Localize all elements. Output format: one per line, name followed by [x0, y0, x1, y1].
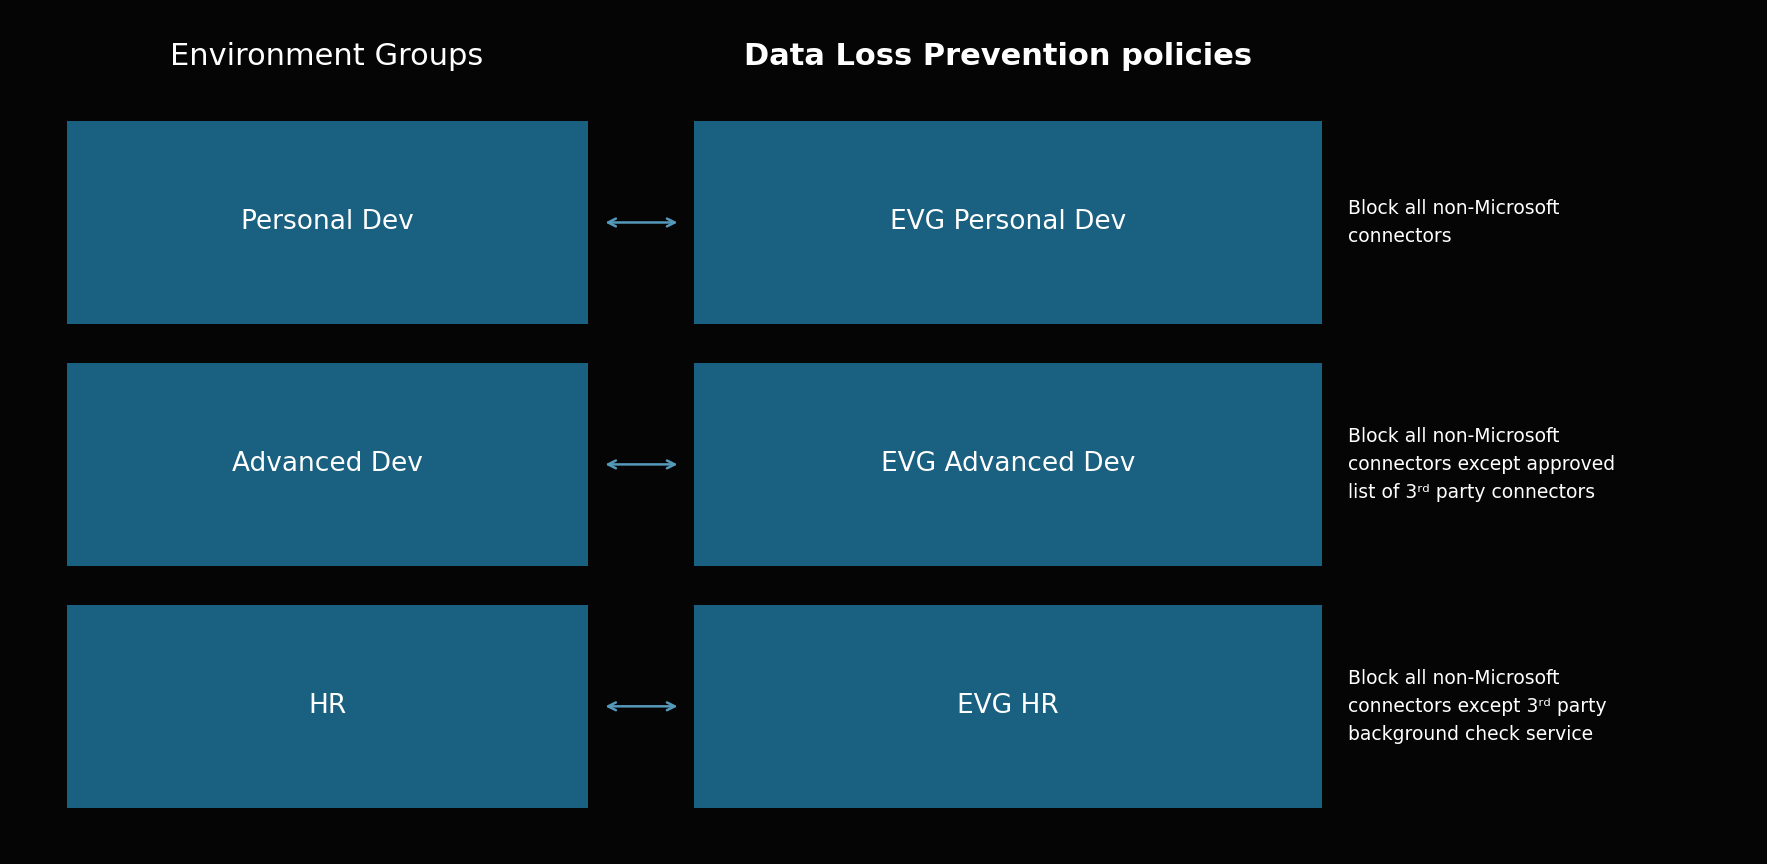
Text: Block all non-Microsoft
connectors except approved
list of 3ʳᵈ party connectors: Block all non-Microsoft connectors excep… — [1348, 427, 1615, 502]
Text: EVG HR: EVG HR — [958, 693, 1058, 720]
Text: Advanced Dev: Advanced Dev — [231, 451, 424, 478]
Text: EVG Advanced Dev: EVG Advanced Dev — [882, 451, 1134, 478]
Text: Personal Dev: Personal Dev — [242, 209, 413, 236]
Text: Block all non-Microsoft
connectors except 3ʳᵈ party
background check service: Block all non-Microsoft connectors excep… — [1348, 669, 1606, 744]
Text: HR: HR — [309, 693, 346, 720]
Bar — [67, 363, 588, 566]
Text: Data Loss Prevention policies: Data Loss Prevention policies — [744, 41, 1253, 71]
Bar — [694, 121, 1322, 324]
Text: EVG Personal Dev: EVG Personal Dev — [891, 209, 1126, 236]
Text: Block all non-Microsoft
connectors: Block all non-Microsoft connectors — [1348, 199, 1560, 246]
Bar — [694, 363, 1322, 566]
Bar — [67, 605, 588, 808]
Bar — [67, 121, 588, 324]
Bar — [694, 605, 1322, 808]
Text: Environment Groups: Environment Groups — [170, 41, 484, 71]
